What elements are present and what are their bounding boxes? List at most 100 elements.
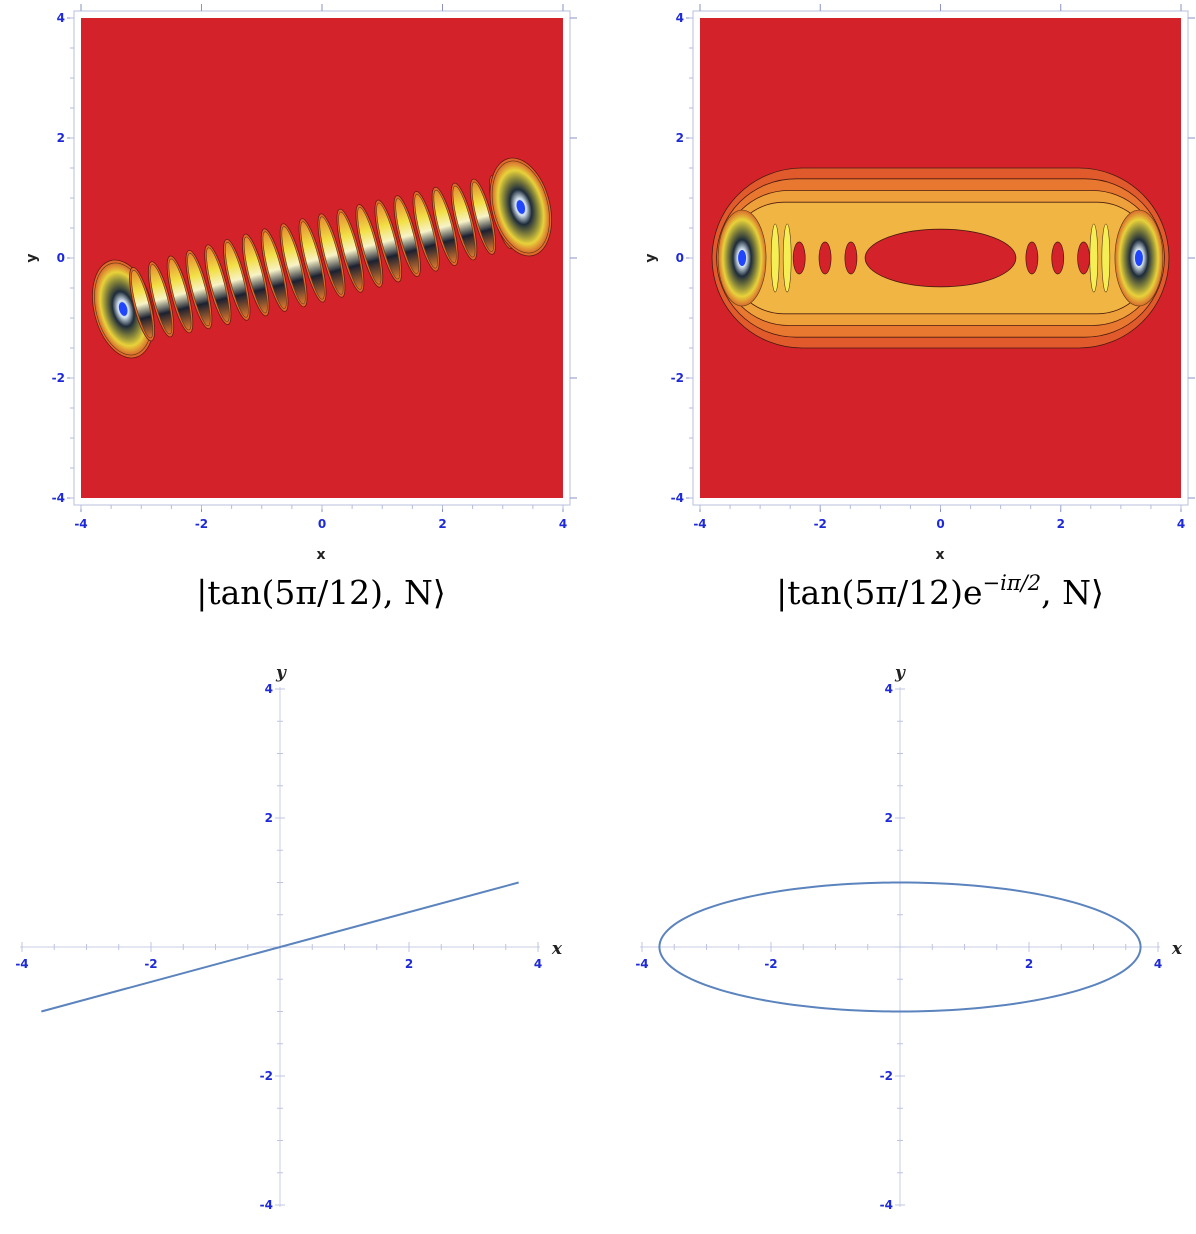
y-tick-label: -4 [52, 491, 65, 505]
fringe-band [92, 157, 552, 359]
fringe [223, 239, 251, 321]
tick-marks [67, 4, 577, 512]
y-tick-label: 2 [57, 131, 65, 145]
fringe-body [319, 216, 344, 295]
panel-bottom-right: -4 -2 2 4 -4 -2 2 4 x y [635, 663, 1183, 1212]
y-axis-label: y [643, 253, 659, 262]
fringe-body [262, 231, 287, 309]
fringe [469, 178, 497, 255]
fringe-body [187, 253, 211, 327]
lobe-node [1025, 241, 1039, 275]
x-tick-label: 4 [534, 957, 542, 971]
fringe [374, 199, 403, 283]
y-axis-label: y [894, 663, 906, 683]
y-tick-label: -2 [52, 371, 65, 385]
fringe [260, 228, 289, 312]
y-tick-label: 4 [676, 11, 684, 25]
fringe-body [414, 194, 438, 269]
fringe [204, 244, 232, 325]
fringe-body [149, 264, 173, 335]
x-tick-label: 0 [936, 517, 944, 531]
lobe-peak-center [1134, 250, 1143, 266]
fringe [393, 195, 421, 277]
x-axis-label: x [551, 939, 563, 959]
fringe [129, 266, 156, 342]
y-tick-label: 0 [676, 251, 684, 265]
fringe-body [206, 247, 230, 322]
x-tick-label: 0 [318, 517, 326, 531]
fringe [355, 204, 384, 288]
series-ellipse [658, 881, 1142, 1013]
x-tick-label: 4 [1154, 957, 1162, 971]
fringe [279, 223, 308, 308]
lobe-core [864, 228, 1017, 288]
y-tick-label: 2 [885, 811, 893, 825]
x-tick-label: 2 [1057, 517, 1065, 531]
y-tick-label: 2 [676, 131, 684, 145]
y-tick-label: -4 [880, 1198, 893, 1212]
y-tick-label: -2 [880, 1069, 893, 1083]
y-axis-label: y [24, 253, 40, 262]
fringe-body [471, 181, 495, 252]
fringe [450, 182, 478, 261]
fringe-body [131, 270, 154, 339]
panel-bottom-left: -4 -2 2 4 -4 -2 2 4 x y [15, 663, 563, 1212]
x-axis-label: x [1171, 939, 1183, 959]
lobe-fringe [1089, 223, 1099, 293]
fringe-body [395, 198, 420, 274]
axes [640, 687, 1160, 1207]
x-tick-label: -4 [693, 517, 706, 531]
fringe-body [433, 189, 457, 263]
fringe [412, 191, 440, 272]
x-tick-label: -2 [195, 517, 208, 531]
plot-background [81, 18, 563, 498]
fringe-body [452, 185, 476, 258]
fringe-body [281, 226, 306, 305]
x-axis-label: x [316, 547, 325, 563]
lobe-peak-center [738, 250, 747, 266]
x-tick-label: -2 [764, 957, 777, 971]
fringe [489, 157, 552, 257]
tick-marks [686, 4, 1195, 512]
y-axis-label: y [275, 663, 287, 683]
panel-top-left: -4 -2 0 2 4 -4 -2 0 2 4 x y |tan(5π/12), N⟩ [24, 4, 577, 612]
lobe-node [818, 241, 832, 275]
fringe-body [243, 236, 268, 314]
x-tick-label: -4 [635, 957, 648, 971]
y-tick-label: 0 [57, 251, 65, 265]
fringe-peak [118, 302, 128, 316]
y-tick-labels: -4 -2 0 2 4 [52, 11, 65, 505]
fringe-body [376, 202, 401, 280]
fringe-body [168, 258, 192, 331]
tick-labels: -4 -2 2 4 -4 -2 2 4 [15, 682, 542, 1212]
ellipse-lobe [711, 167, 1170, 349]
fringe [317, 213, 346, 298]
caption-end: , N⟩ [1041, 573, 1104, 612]
y-tick-label: -4 [260, 1198, 273, 1212]
lobe-node [1077, 241, 1090, 275]
y-tick-label: -4 [671, 491, 684, 505]
x-tick-label: 2 [405, 957, 413, 971]
x-tick-label: 4 [1177, 517, 1185, 531]
y-tick-label: -2 [260, 1069, 273, 1083]
x-tick-label: 2 [1025, 957, 1033, 971]
fringe-body [357, 207, 382, 285]
fringe [166, 255, 194, 334]
panel-top-right: -4 -2 0 2 4 -4 -2 0 2 4 x y |tan(5π/12)e−iπ/2, N… [643, 4, 1195, 612]
lobe-node [1051, 241, 1065, 275]
tick-labels: -4 -2 2 4 -4 -2 2 4 [635, 682, 1162, 1212]
fringe [336, 208, 365, 293]
fringe [147, 261, 175, 338]
y-tick-label: 4 [885, 682, 893, 696]
x-axis-label: x [935, 547, 944, 563]
x-tick-label: -4 [15, 957, 28, 971]
series-line [41, 881, 519, 1013]
y-tick-label: 2 [265, 811, 273, 825]
x-tick-label: 2 [438, 517, 446, 531]
x-tick-label: -2 [144, 957, 157, 971]
lobe-fringe [782, 223, 792, 293]
x-tick-labels: -4 -2 0 2 4 [693, 517, 1185, 531]
x-tick-labels: -4 -2 0 2 4 [74, 517, 567, 531]
caption-superscript: −iπ/2 [983, 571, 1042, 595]
